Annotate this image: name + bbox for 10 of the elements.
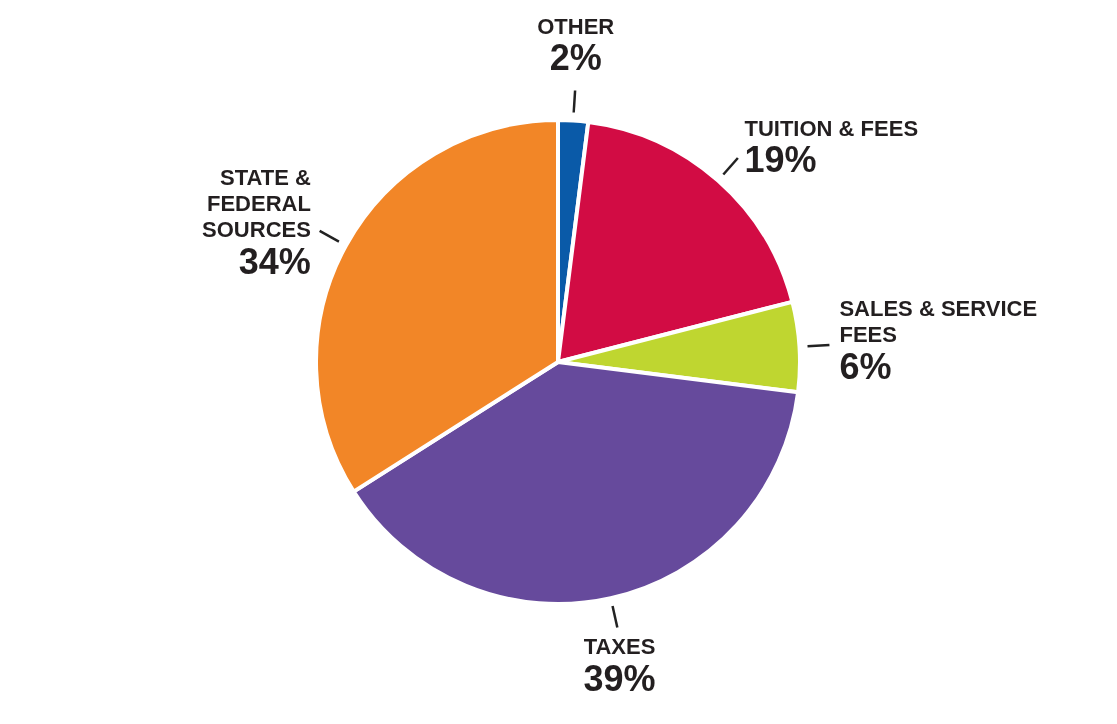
data-label: 2% <box>549 37 602 79</box>
slice-label: SALES & SERVICE FEES <box>839 296 1038 348</box>
slice-label: OTHER <box>537 13 615 39</box>
data-label: 19% <box>744 139 817 181</box>
slice-label: STATE & FEDERAL SOURCES <box>202 165 311 243</box>
data-label: 34% <box>238 241 311 283</box>
data-label: 39% <box>583 658 656 700</box>
slice-label: TAXES <box>583 634 656 660</box>
slice-label: TUITION & FEES <box>744 115 919 141</box>
data-label: 6% <box>839 346 892 388</box>
